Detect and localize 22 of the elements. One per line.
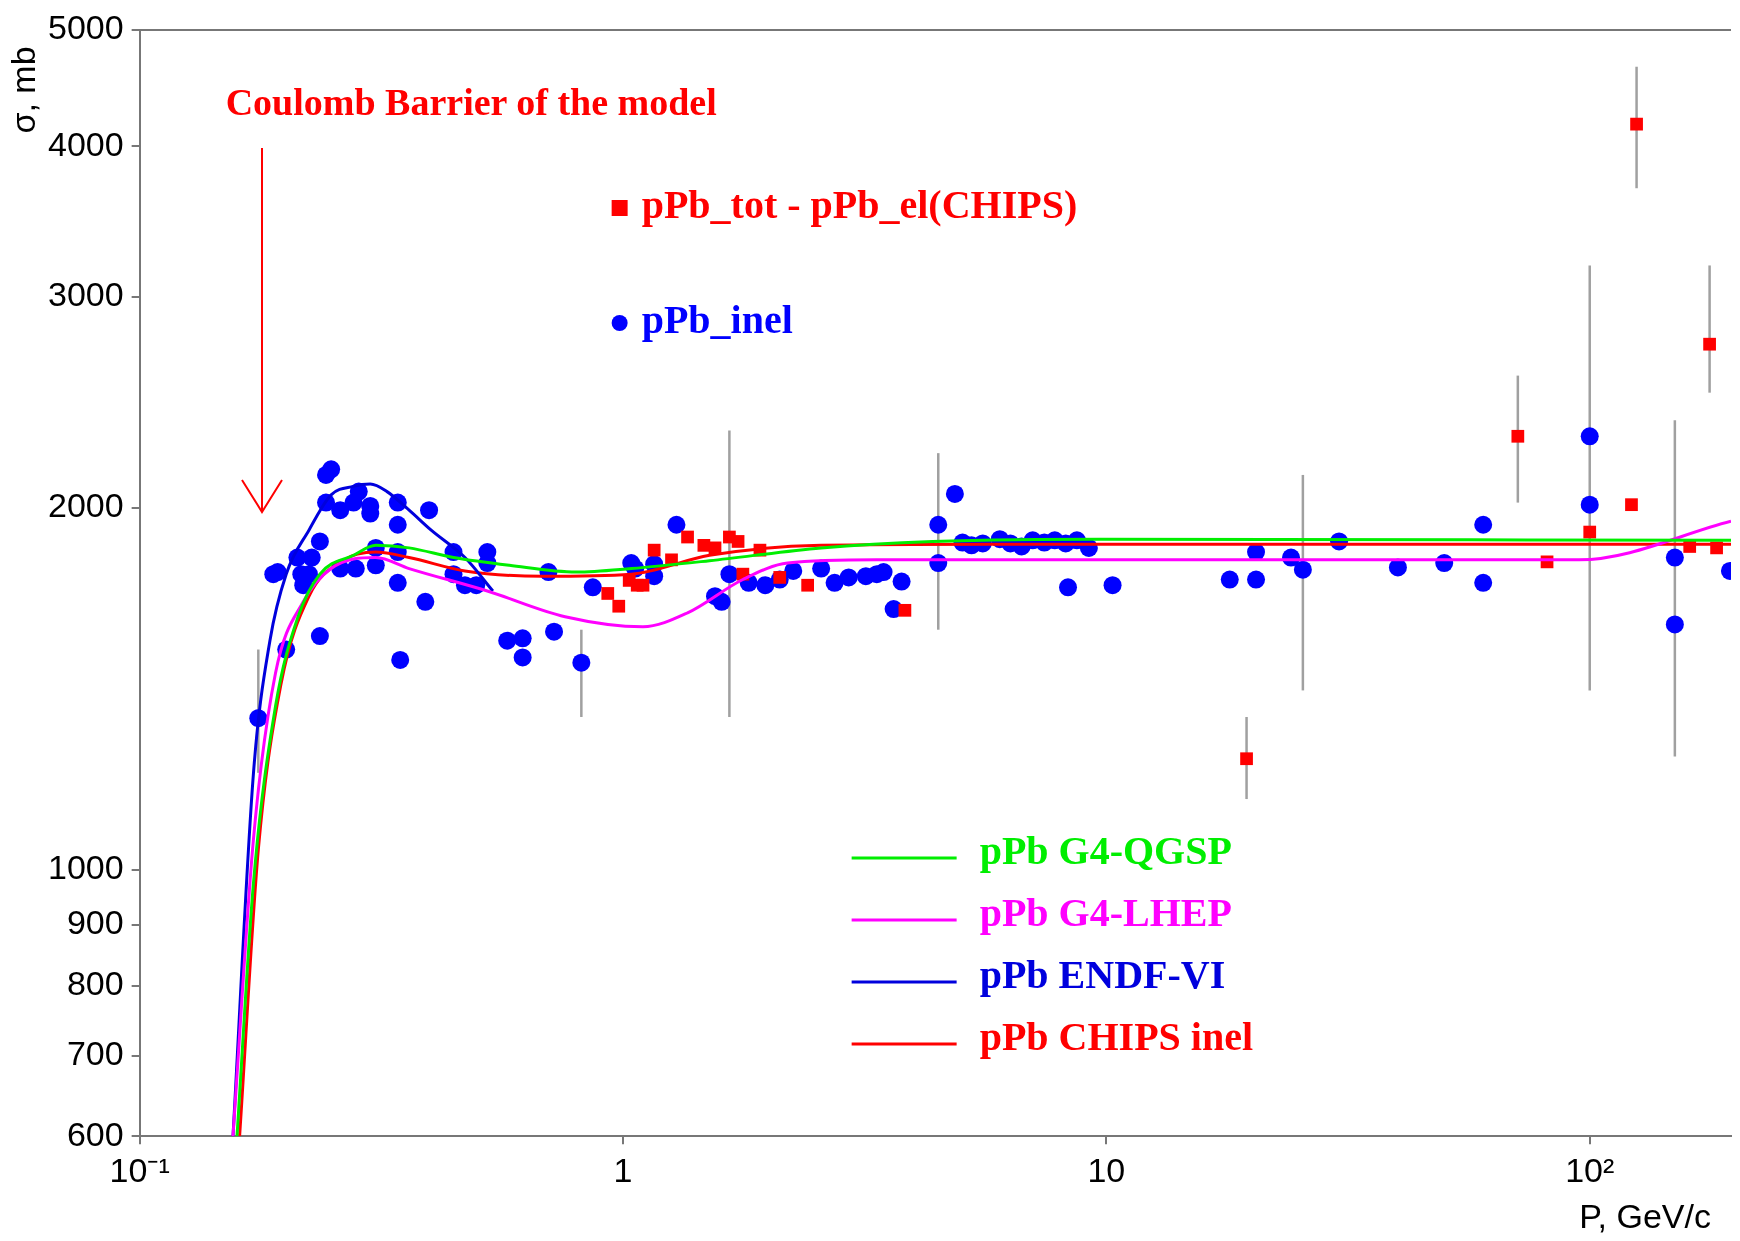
y-tick-label: 1000 <box>48 848 124 887</box>
legend-label: pPb_tot - pPb_el(CHIPS) <box>641 182 1078 228</box>
y-tick-label: 3000 <box>48 274 124 313</box>
annotation: Coulomb Barrier of the model <box>225 80 717 123</box>
y-tick-label: 800 <box>66 964 124 1003</box>
y-tick-label: 900 <box>66 903 124 942</box>
y-axis-title: σ, mb <box>4 46 43 134</box>
y-tick-label: 5000 <box>48 8 124 47</box>
legend-label: pPb_inel <box>641 297 793 343</box>
x-tick-label: 1 <box>613 1150 633 1189</box>
x-tick-label: 10² <box>1565 1150 1615 1189</box>
x-tick-label: 10⁻¹ <box>109 1150 170 1189</box>
legend-label: pPb G4-QGSP <box>979 828 1232 874</box>
y-tick-label: 600 <box>66 1114 124 1153</box>
y-tick-label: 700 <box>66 1034 124 1073</box>
legend-label: pPb G4-LHEP <box>979 890 1232 936</box>
y-tick-label: 4000 <box>48 124 124 163</box>
y-tick-label: 2000 <box>48 486 124 525</box>
legend-label: pPb ENDF-VI <box>979 952 1226 998</box>
x-axis-title: P, GeV/c <box>1579 1196 1711 1235</box>
legend-label: pPb CHIPS inel <box>979 1014 1254 1060</box>
x-tick-label: 10 <box>1087 1150 1126 1189</box>
